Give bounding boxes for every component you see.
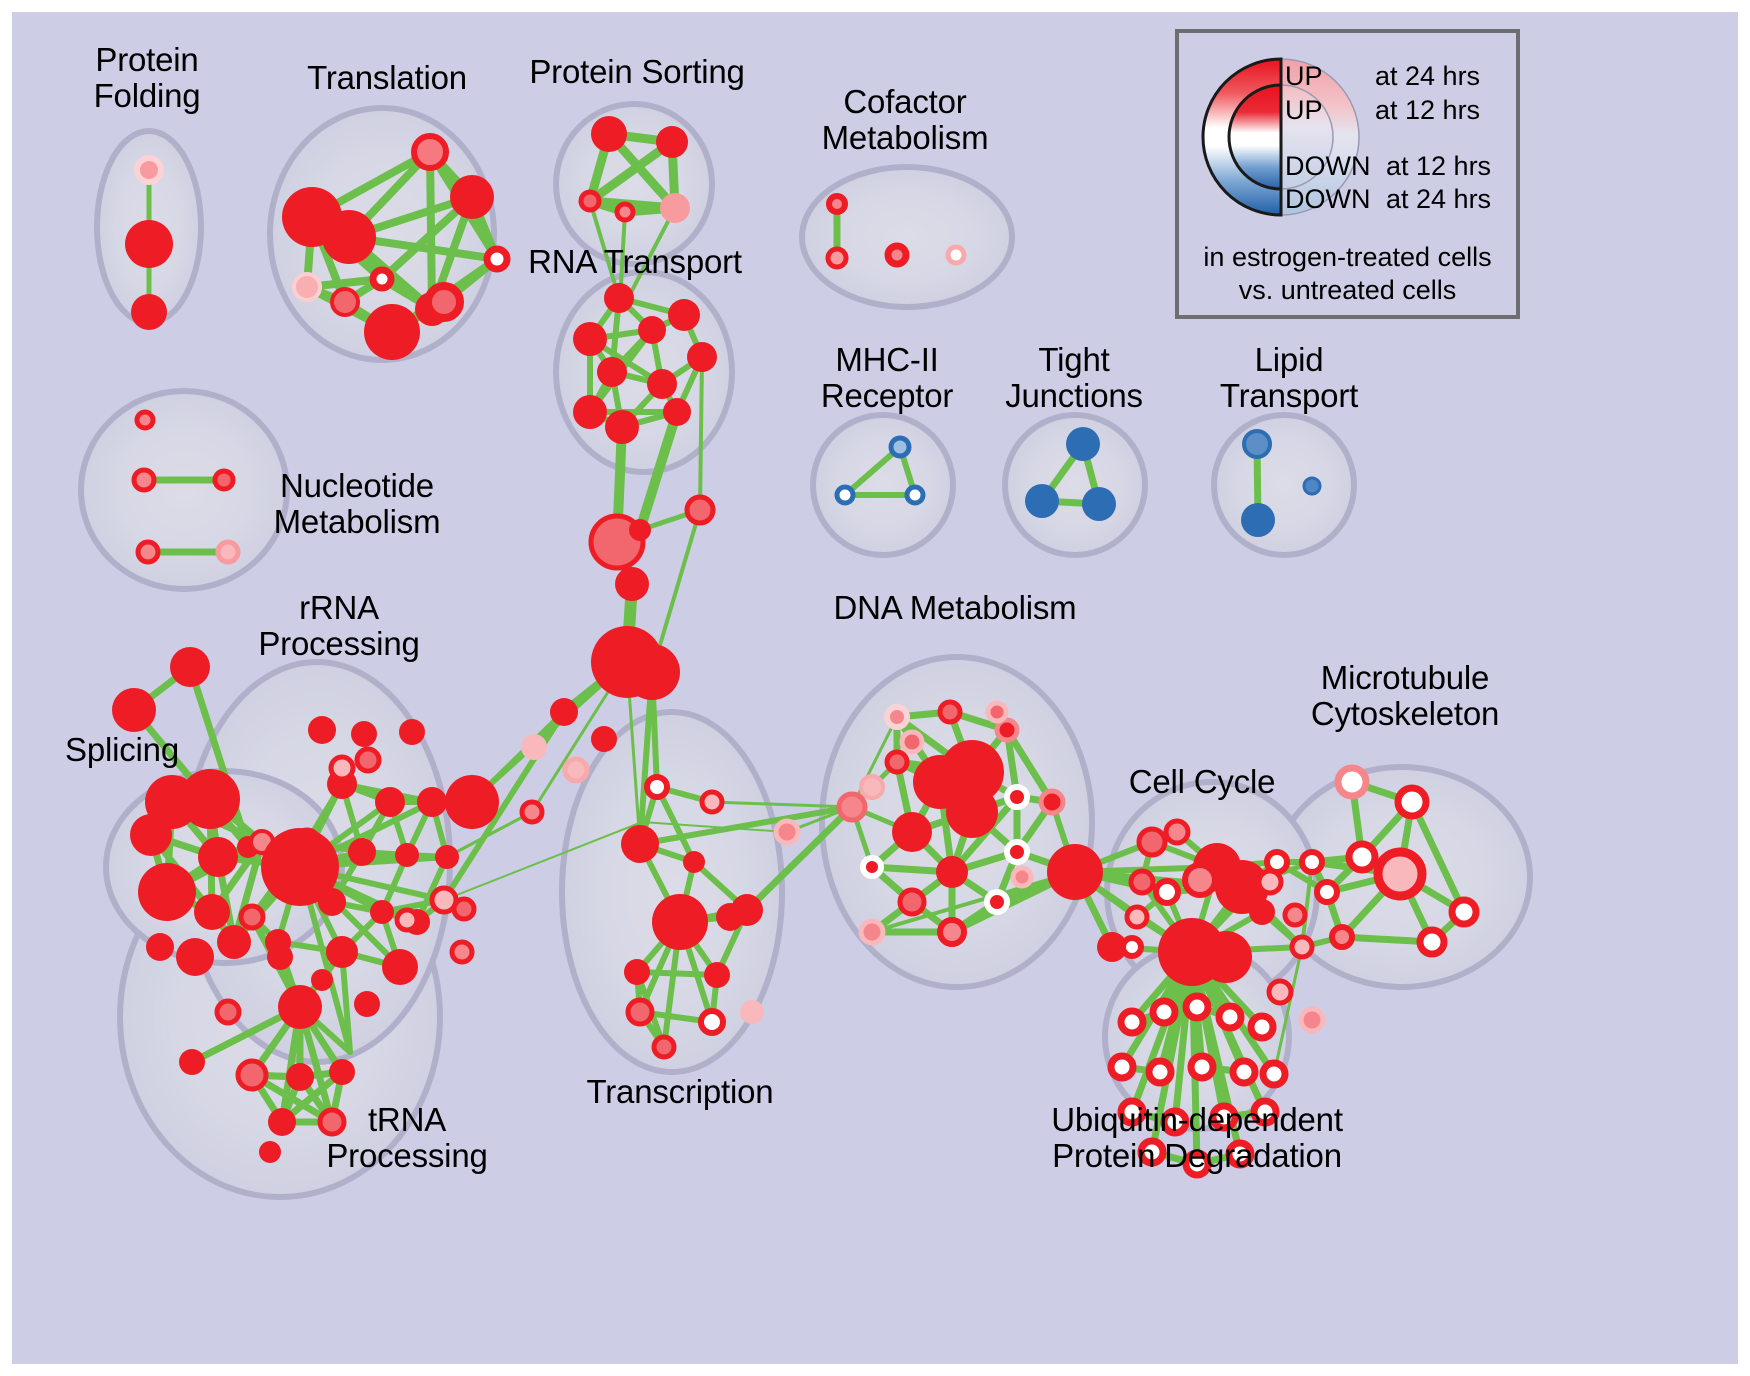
- legend-time-down-12: at 12 hrs: [1386, 151, 1492, 181]
- legend-time-up-12: at 12 hrs: [1375, 95, 1481, 125]
- network-graph: [78, 101, 1533, 1200]
- cluster-label-protein-sorting: Protein Sorting: [529, 53, 745, 90]
- legend-swatch: [1201, 57, 1360, 217]
- legend-state-up-12: UP: [1285, 95, 1323, 125]
- cluster-halo-cofactor-metabolism: [799, 164, 1015, 310]
- legend-state-down-24: DOWN: [1285, 184, 1371, 214]
- cluster-label-lipid-transport: Lipid Transport: [1219, 341, 1359, 414]
- cluster-label-protein-folding: Protein Folding: [93, 41, 201, 114]
- cluster-label-trna-processing: tRNA Processing: [326, 1101, 488, 1174]
- network-nodes: [112, 116, 1480, 1179]
- cluster-halo-mhc-ii-receptor: [810, 412, 956, 558]
- cluster-label-rna-transport: RNA Transport: [528, 243, 742, 280]
- cluster-label-translation: Translation: [307, 59, 467, 96]
- cluster-label-ubiquitin-degradation: Ubiquitin-dependent Protein Degradation: [1051, 1101, 1343, 1174]
- cluster-halo-protein-sorting: [553, 101, 715, 267]
- cluster-label-transcription: Transcription: [586, 1073, 774, 1110]
- cluster-halo-nucleotide-metabolism: [78, 388, 290, 592]
- cluster-label-splicing: Splicing: [65, 731, 179, 768]
- network-canvas: Protein Folding Translation Protein Sort…: [12, 12, 1738, 1364]
- legend-note-line1: in estrogen-treated cells: [1203, 242, 1492, 272]
- legend-box: UP at 24 hrs UP at 12 hrs DOWN at 12 hrs…: [1175, 29, 1520, 319]
- legend-time-down-24: at 24 hrs: [1386, 184, 1492, 214]
- cluster-label-dna-metabolism: DNA Metabolism: [833, 589, 1077, 626]
- cluster-label-microtubule-cytoskeleton: Microtubule Cytoskeleton: [1310, 659, 1500, 732]
- legend-time-up-24: at 24 hrs: [1375, 61, 1481, 91]
- cluster-halo-tight-junctions: [1002, 412, 1148, 558]
- cluster-label-cofactor-metabolism: Cofactor Metabolism: [821, 83, 989, 156]
- legend-note-line2: vs. untreated cells: [1238, 275, 1457, 305]
- legend-state-up-24: UP: [1285, 61, 1323, 91]
- legend-state-down-12: DOWN: [1285, 151, 1371, 181]
- cluster-halo-lipid-transport: [1211, 412, 1357, 558]
- cluster-label-cell-cycle: Cell Cycle: [1128, 763, 1276, 800]
- cluster-label-mhc-ii-receptor: MHC-II Receptor: [820, 341, 954, 414]
- cluster-label-tight-junctions: Tight Junctions: [1005, 341, 1143, 414]
- cluster-label-rrna-processing: rRNA Processing: [258, 589, 420, 662]
- cluster-label-nucleotide-metabolism: Nucleotide Metabolism: [273, 467, 441, 540]
